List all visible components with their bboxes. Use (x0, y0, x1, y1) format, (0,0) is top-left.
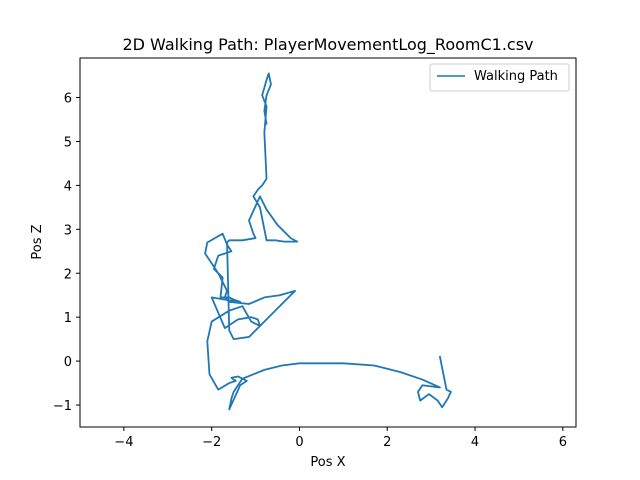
axes-frame (79, 57, 577, 428)
plot-area (204, 72, 452, 411)
y-tick-label: 3 (64, 223, 72, 238)
y-tick-label: 1 (64, 311, 72, 326)
y-tick-label: 6 (64, 92, 72, 107)
x-tick-label: 6 (559, 435, 567, 450)
chart-title: 2D Walking Path: PlayerMovementLog_RoomC… (122, 35, 533, 55)
y-axis-ticks: −1 0 1 2 3 4 5 6 (53, 92, 80, 414)
y-tick-label: 5 (64, 135, 72, 150)
y-tick-label: 0 (64, 355, 72, 370)
x-tick-label: 0 (295, 435, 303, 450)
x-tick-label: 4 (471, 435, 479, 450)
x-tick-label: −4 (114, 435, 133, 450)
y-tick-label: 4 (64, 179, 72, 194)
y-tick-label: 2 (64, 267, 72, 282)
y-axis-label: Pos Z (30, 224, 45, 259)
x-tick-label: −2 (202, 435, 221, 450)
x-axis-label: Pos X (310, 455, 345, 470)
x-axis-ticks: −4 −2 0 2 4 6 (114, 427, 567, 450)
legend-box (429, 63, 570, 92)
y-tick-label: −1 (53, 399, 72, 414)
x-tick-label: 2 (383, 435, 391, 450)
legend: Walking Path (429, 63, 570, 92)
legend-label-walking-path: Walking Path (474, 69, 558, 84)
series-line-walking-path (204, 72, 452, 411)
